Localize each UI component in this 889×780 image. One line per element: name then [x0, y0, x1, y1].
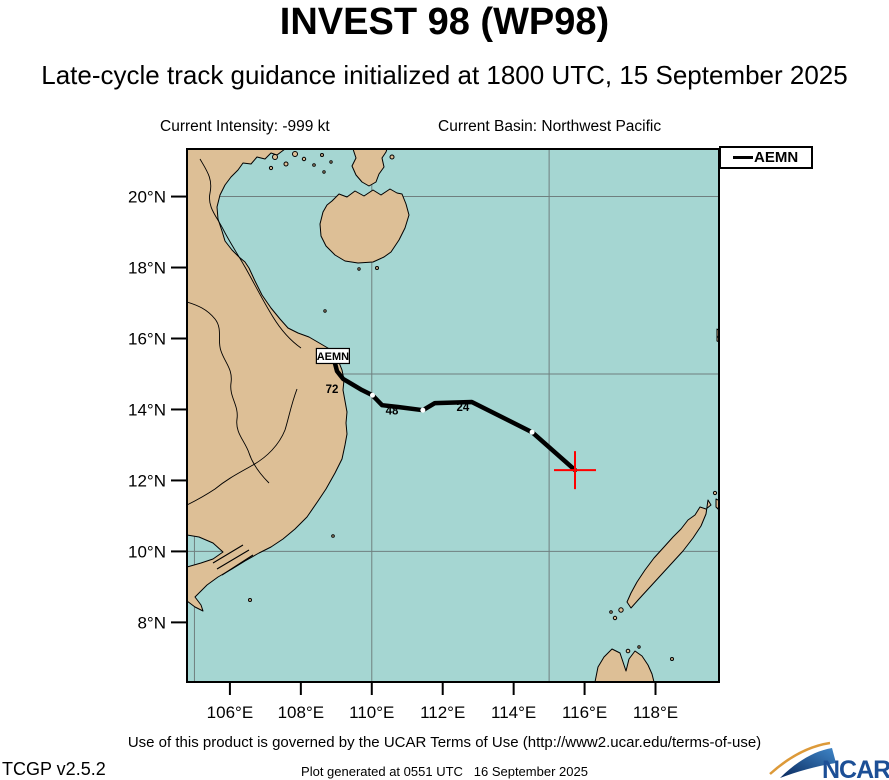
landmass-leizhou — [351, 149, 388, 187]
lon-tick-label: 118°E — [633, 703, 678, 722]
country-borders — [187, 158, 302, 506]
landmass-palawan — [626, 499, 712, 609]
forecast-hour-label: 48 — [386, 406, 399, 418]
legend-line-sample — [733, 156, 753, 159]
lat-tick-label: 8°N — [137, 613, 166, 632]
plot-title: INVEST 98 (WP98) — [279, 1, 610, 43]
landmass-hainan — [319, 188, 410, 264]
lat-tick-label: 10°N — [128, 542, 166, 561]
generated-text: Plot generated at 0551 UTC 16 September … — [301, 764, 588, 779]
lon-tick-label: 106°E — [207, 703, 254, 722]
landmass-borneo — [594, 648, 655, 682]
lon-tick-label: 110°E — [349, 703, 394, 722]
lon-tick-label: 112°E — [420, 703, 465, 722]
mekong-delta-rivers — [212, 544, 254, 576]
track-12h-dot — [369, 392, 375, 398]
track-endpoint-label-box — [315, 347, 350, 365]
track-12h-dot — [420, 407, 426, 413]
lat-tick-label: 12°N — [128, 471, 166, 490]
version-text: TCGP v2.5.2 — [2, 759, 106, 779]
forecast-track: 24 48 72 AEMN — [315, 347, 597, 490]
forecast-hour-label: 24 — [457, 402, 470, 414]
track-endpoint-label: AEMN — [317, 351, 349, 363]
terms-text: Use of this product is governed by the U… — [127, 734, 762, 751]
lat-tick-label: 18°N — [128, 259, 166, 278]
axis-ticks: 20°N 18°N 16°N 14°N 12°N 10°N 8°N 106°E 108°E 110… — [128, 188, 678, 722]
map-border — [186, 148, 720, 683]
track-12h-dot — [529, 429, 535, 435]
lon-tick-label: 108°E — [278, 703, 325, 722]
ncar-swoosh — [780, 748, 836, 778]
forecast-hour-label: 72 — [326, 384, 339, 396]
landmass-indochina — [187, 149, 348, 612]
lat-tick-label: 16°N — [128, 329, 166, 348]
ncar-swoosh-arc — [769, 741, 831, 775]
current-intensity-label: Current Intensity: -999 kt — [160, 118, 330, 135]
lat-tick-label: 20°N — [128, 188, 166, 207]
lon-tick-label: 114°E — [491, 703, 536, 722]
ncar-logo-text: NCAR — [822, 756, 889, 780]
coastlines — [187, 149, 719, 682]
small-islands — [248, 151, 718, 661]
current-basin-label: Current Basin: Northwest Pacific — [438, 118, 662, 135]
legend-model-label: AEMN — [754, 149, 799, 166]
lon-tick-label: 116°E — [562, 703, 607, 722]
legend-box: AEMN — [719, 146, 813, 169]
ncar-logo: NCAR — [769, 741, 889, 780]
plot-subtitle: Late-cycle track guidance initialized at… — [41, 60, 848, 90]
track-line-aemn — [332, 360, 578, 473]
lat-tick-label: 14°N — [128, 400, 166, 419]
